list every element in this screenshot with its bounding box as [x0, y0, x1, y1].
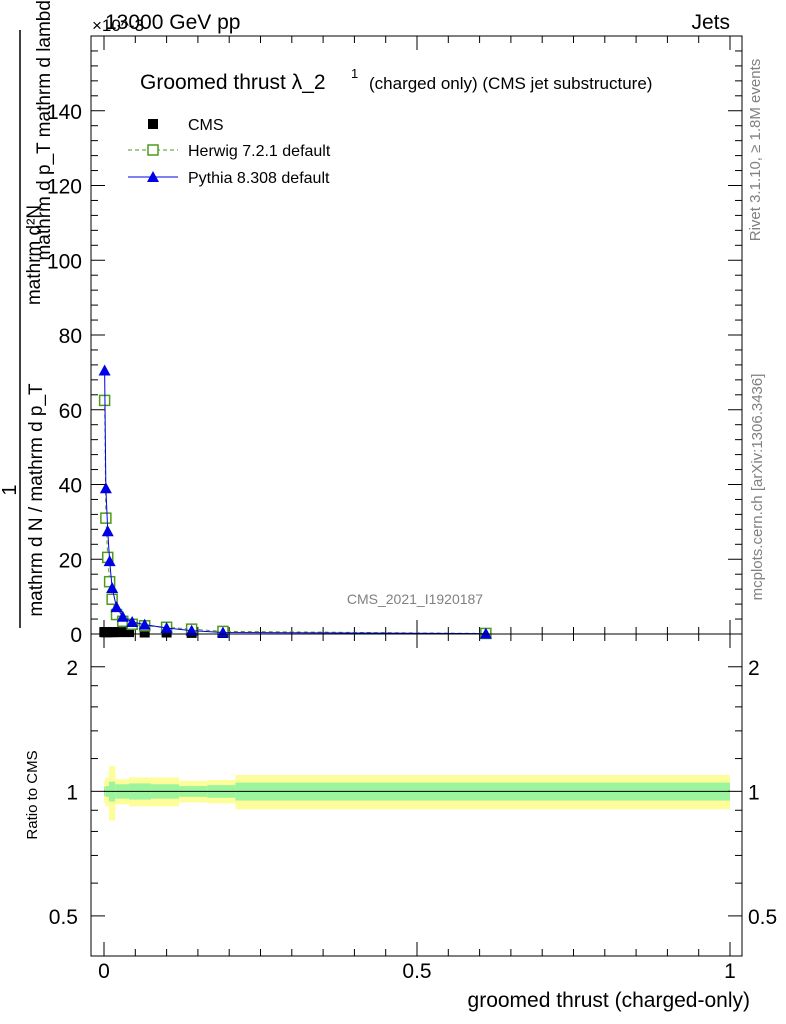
main-ytick-label: 20 — [59, 549, 82, 572]
x-axis-label: groomed thrust (charged-only) — [468, 989, 750, 1012]
data-point-pythia — [126, 616, 139, 628]
main-ytick-label: 80 — [59, 325, 82, 348]
main-ytick-label: 140 — [47, 101, 82, 124]
data-point-pythia — [185, 624, 198, 636]
main-ytick-label: 40 — [59, 475, 82, 498]
data-point-herwig — [106, 593, 118, 605]
ratio-ytick-label-right: 0.5 — [748, 906, 777, 929]
legend-entry-herwig: Herwig 7.2.1 default — [128, 143, 331, 160]
data-point-cms — [139, 627, 150, 638]
main-ytick-label: 60 — [59, 400, 82, 423]
rivet-label: Rivet 3.1.10, ≥ 1.8M events — [747, 59, 764, 242]
main-y-axis-label: mathrm d²N mathrm d p_T mathrm d lambda … — [0, 0, 55, 628]
ratio-ytick-label-right: 1 — [748, 781, 760, 804]
ylabel-denominator: mathrm d N / mathrm d p_T — [26, 383, 47, 617]
data-point-cms — [114, 627, 125, 638]
ylabel-one: 1 — [0, 484, 21, 495]
header-exponent: ×10^-3 — [92, 16, 144, 35]
mcplots-label: mcplots.cern.ch [arXiv:1306.3436] — [749, 374, 766, 601]
data-point-pythia — [479, 627, 492, 639]
data-point-pythia — [160, 622, 173, 634]
legend-label-cms: CMS — [188, 117, 224, 134]
legend-marker-cms — [148, 119, 158, 129]
main-series-layer — [98, 364, 492, 640]
data-point-pythia — [103, 555, 116, 567]
main-plot: 0 20 40 60 80 100 120 140 — [47, 35, 743, 647]
chart-title: Groomed thrust λ_2 1 (charged only) (CMS… — [140, 66, 652, 94]
header-energy: 13000 GeV pp — [105, 11, 240, 34]
main-ytick-label: 120 — [47, 176, 82, 199]
ratio-ytick-label-left: 1 — [66, 781, 78, 804]
data-point-pythia — [101, 525, 114, 537]
header-jets: Jets — [691, 11, 730, 34]
chart-title-rest: (charged only) (CMS jet substructure) — [369, 74, 652, 93]
legend-entry-pythia: Pythia 8.308 default — [128, 170, 330, 187]
data-point-pythia — [99, 482, 112, 494]
ratio-y-ticks: 0.5 0.5 1 1 2 2 — [49, 657, 777, 929]
data-point-pythia — [138, 618, 151, 630]
data-point-cms — [124, 627, 135, 638]
main-ytick-label: 0 — [70, 624, 82, 647]
data-point-pythia — [110, 601, 123, 613]
ylabel-numerator-top: mathrm d²N — [24, 205, 45, 305]
x-tick-label: 0 — [98, 960, 110, 983]
ratio-ytick-label-right: 2 — [748, 657, 760, 680]
main-ytick-label: 100 — [47, 250, 82, 273]
ratio-ytick-label-left: 2 — [66, 657, 78, 680]
ylabel-numerator-bottom: mathrm d p_T mathrm d lambda — [34, 0, 55, 261]
legend-label-herwig: Herwig 7.2.1 default — [188, 143, 331, 160]
ratio-y-axis-label: Ratio to CMS — [24, 750, 41, 839]
ratio-ytick-label-left: 0.5 — [49, 906, 78, 929]
data-point-pythia — [98, 364, 111, 376]
x-tick-label: 0.5 — [402, 960, 431, 983]
data-point-pythia — [106, 582, 119, 594]
ratio-plot: 0.5 0.51 12 2 0 0.5 1 — [49, 633, 777, 983]
analysis-watermark: CMS_2021_I1920187 — [347, 591, 483, 607]
data-point-pythia — [116, 610, 129, 622]
chart-title-sup: 1 — [351, 66, 358, 81]
ratio-bands — [104, 766, 730, 821]
legend-marker-pythia — [147, 171, 159, 182]
legend: CMS Herwig 7.2.1 default Pythia 8.308 de… — [128, 117, 331, 187]
x-tick-label: 1 — [724, 960, 736, 983]
legend-marker-herwig — [147, 144, 159, 156]
chart-title-main: Groomed thrust λ_2 — [140, 71, 326, 94]
main-y-ticks: 0 20 40 60 80 100 120 140 — [47, 36, 742, 647]
data-point-herwig — [100, 512, 112, 524]
legend-label-pythia: Pythia 8.308 default — [188, 170, 330, 187]
ratio-x-ticks: 0 0.5 1 — [98, 634, 736, 983]
data-point-pythia — [216, 626, 229, 638]
data-point-cms — [109, 627, 120, 638]
legend-entry-cms: CMS — [148, 117, 224, 134]
